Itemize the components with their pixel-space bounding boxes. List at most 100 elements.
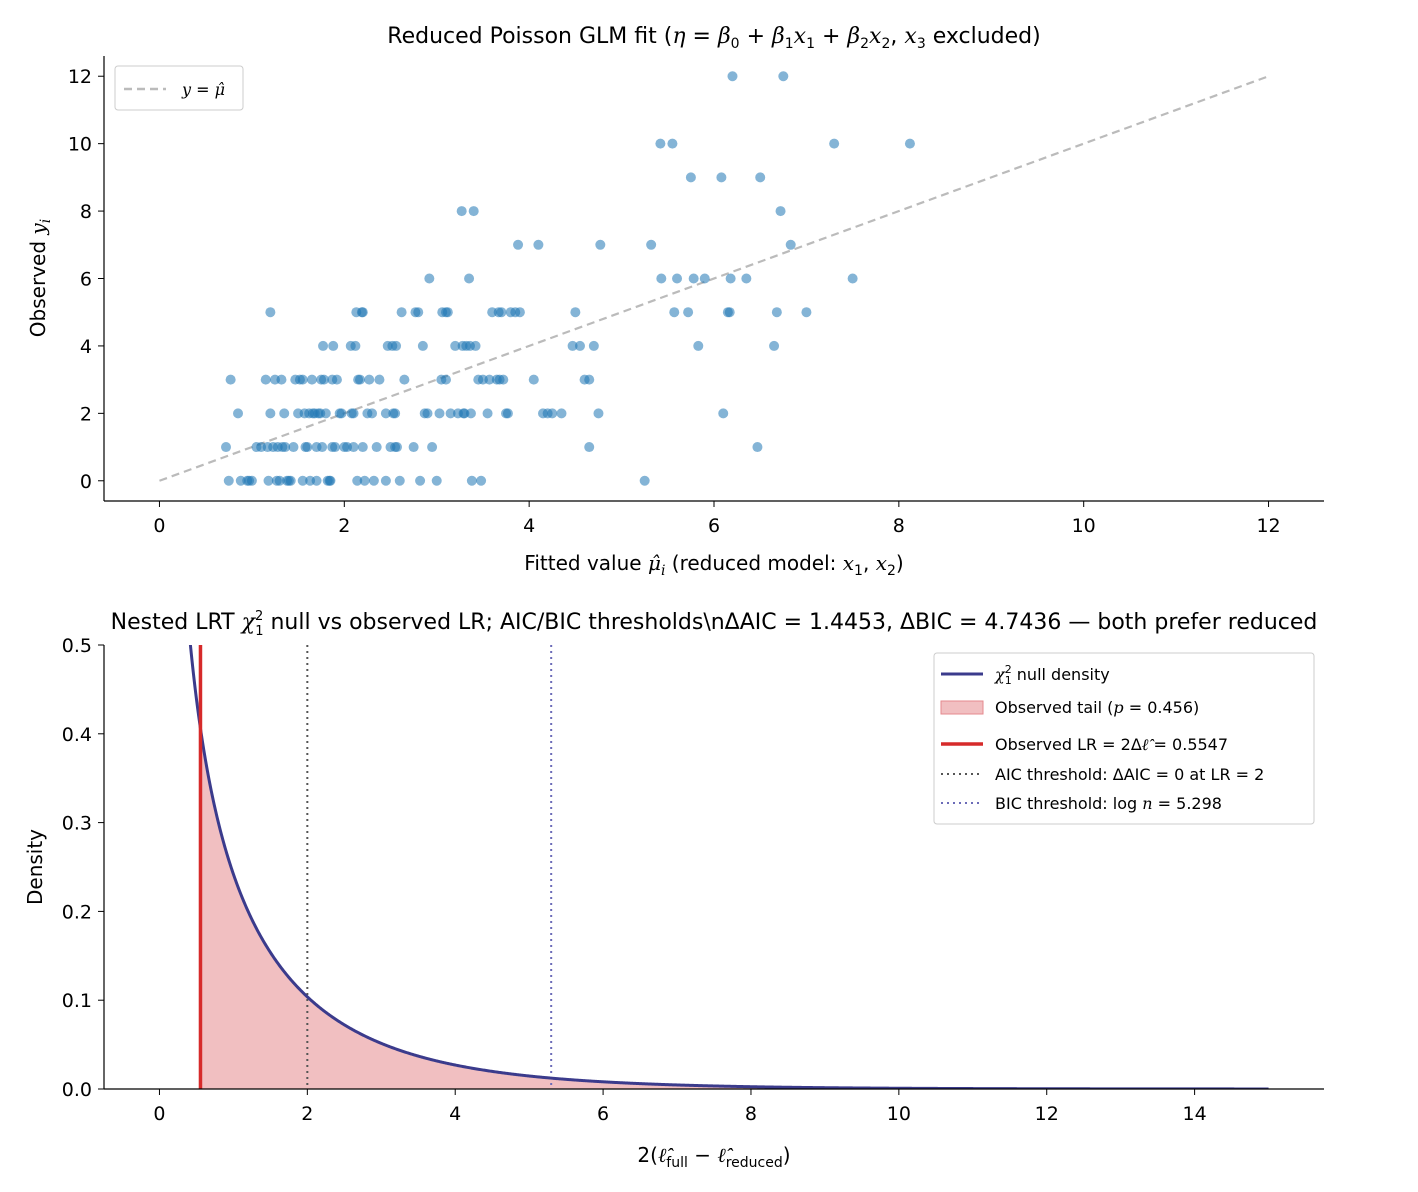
scatter-point <box>317 442 328 453</box>
lrt-plot-area <box>188 645 1269 1089</box>
null-density-curve <box>188 645 1269 1089</box>
scatter-point <box>348 408 359 419</box>
legend-aic-threshold-label: AIC threshold: ΔAIC = 0 at LR = 2 <box>995 765 1264 784</box>
scatter-legend: y = μ̂ <box>114 65 244 111</box>
scatter-point <box>368 475 379 486</box>
scatter-point <box>427 442 438 453</box>
scatter-point <box>646 239 657 250</box>
scatter-point <box>302 442 313 453</box>
scatter-point <box>502 408 513 419</box>
scatter-point <box>246 475 257 486</box>
x-tick-label: 0 <box>153 1103 165 1125</box>
x-tick-label: 8 <box>745 1103 757 1125</box>
y-tick-label: 2 <box>80 403 92 425</box>
scatter-point <box>498 374 509 385</box>
scatter-point <box>394 475 405 486</box>
scatter-point <box>320 408 331 419</box>
scatter-point <box>727 71 738 82</box>
scatter-point <box>533 239 544 250</box>
lrt-x-ticks: 0 2 4 6 8 10 12 14 <box>153 1089 1207 1125</box>
scatter-panel: Reduced Poisson GLM fit (η = β0 + β1x1 +… <box>26 24 1324 579</box>
scatter-point <box>465 408 476 419</box>
y-tick-label: 12 <box>68 66 92 88</box>
scatter-point <box>288 442 299 453</box>
lrt-legend: χ2 1 null density Observed tail (p = 0.45… <box>933 652 1315 825</box>
scatter-point <box>755 172 766 183</box>
scatter-point <box>445 408 456 419</box>
scatter-point <box>574 340 585 351</box>
scatter-point <box>775 206 786 217</box>
scatter-point <box>357 307 368 318</box>
scatter-point <box>778 71 789 82</box>
scatter-point <box>328 340 339 351</box>
scatter-point <box>391 340 402 351</box>
scatter-point <box>265 408 276 419</box>
scatter-point <box>476 475 487 486</box>
scatter-point <box>330 442 341 453</box>
scatter-point <box>367 408 378 419</box>
lrt-x-label: 2(ℓ̂full − ℓ̂reduced) <box>637 1143 790 1171</box>
scatter-point <box>297 475 308 486</box>
scatter-point <box>570 307 581 318</box>
scatter-point <box>417 340 428 351</box>
scatter-point <box>297 374 308 385</box>
scatter-point <box>752 442 763 453</box>
scatter-point <box>716 172 727 183</box>
scatter-point <box>355 374 366 385</box>
lrt-panel: Nested LRT χ2 1 null vs observed LR; AIC/… <box>23 609 1324 1171</box>
x-tick-label: 4 <box>449 1103 461 1125</box>
scatter-point <box>279 408 290 419</box>
scatter-point <box>280 442 291 453</box>
scatter-point <box>442 307 453 318</box>
scatter-point <box>450 340 461 351</box>
lrt-y-ticks: 0.0 0.1 0.2 0.3 0.4 0.5 <box>62 635 104 1101</box>
y-tick-label: 0.4 <box>62 724 92 746</box>
scatter-point <box>380 475 391 486</box>
scatter-x-label: Fitted value μ̂i (reduced model: x1, x2) <box>524 551 903 579</box>
scatter-point <box>348 442 359 453</box>
legend-observed-tail-swatch <box>940 700 984 715</box>
scatter-point <box>374 374 385 385</box>
scatter-point <box>464 273 475 284</box>
x-tick-label: 10 <box>887 1103 911 1125</box>
x-tick-label: 12 <box>1256 515 1280 537</box>
scatter-point <box>771 307 782 318</box>
y-tick-label: 0.0 <box>62 1079 92 1101</box>
scatter-point <box>595 239 606 250</box>
scatter-point <box>380 408 391 419</box>
y-tick-label: 0.3 <box>62 813 92 835</box>
scatter-point <box>468 206 479 217</box>
scatter-point <box>325 475 336 486</box>
scatter-point <box>352 475 363 486</box>
legend-observed-tail-label: Observed tail (p = 0.456) <box>995 698 1199 717</box>
y-tick-label: 10 <box>68 134 92 156</box>
scatter-point <box>413 307 424 318</box>
scatter-point <box>801 307 812 318</box>
scatter-point <box>336 408 347 419</box>
y-tick-label: 0.1 <box>62 990 92 1012</box>
scatter-point <box>318 374 329 385</box>
scatter-x-ticks: 0 2 4 6 8 10 12 <box>153 501 1281 537</box>
scatter-point <box>584 374 595 385</box>
scatter-point <box>391 442 402 453</box>
scatter-point <box>724 307 735 318</box>
scatter-point <box>311 475 322 486</box>
scatter-point <box>482 408 493 419</box>
y-tick-label: 0.2 <box>62 901 92 923</box>
scatter-point <box>221 442 231 453</box>
scatter-plot-area <box>159 71 1269 486</box>
scatter-point <box>725 273 736 284</box>
scatter-point <box>639 475 650 486</box>
x-tick-label: 6 <box>597 1103 609 1125</box>
scatter-point <box>588 340 599 351</box>
scatter-point <box>306 374 317 385</box>
scatter-point <box>470 340 481 351</box>
scatter-point <box>318 340 329 351</box>
x-tick-label: 6 <box>708 515 720 537</box>
scatter-point <box>357 442 368 453</box>
lrt-title: Nested LRT χ2 1 null vs observed LR; AIC/… <box>111 609 1318 639</box>
scatter-point <box>331 374 342 385</box>
scatter-point <box>655 138 666 149</box>
scatter-point <box>683 307 694 318</box>
